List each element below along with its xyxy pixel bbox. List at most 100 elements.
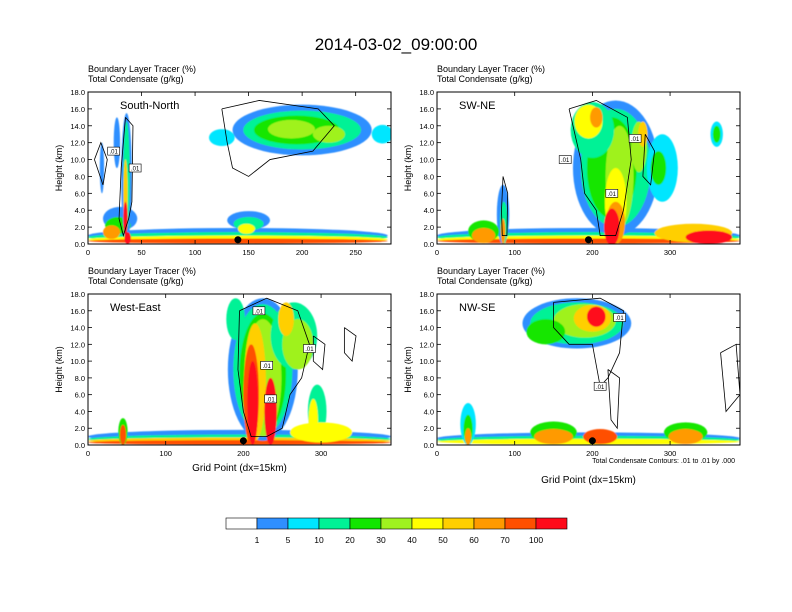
y-tick-label: 18.0	[419, 290, 434, 299]
panel-south-north: .01 .01 0.0 2.0 4.0 6.0 8.0 10.0 12.0 14.0 16.0 18.…	[54, 64, 392, 257]
y-tick-label: 2.0	[75, 223, 85, 232]
contour-line	[642, 134, 655, 186]
x-axis-label: Grid Point (dx=15km)	[541, 475, 636, 486]
colorbar: 1 5 10 20 30 40 50 60 70 100	[225, 517, 568, 545]
panel-title-line1: Boundary Layer Tracer (%)	[88, 64, 196, 74]
x-tick-label: 0	[86, 449, 90, 458]
panel-title-line2: Total Condensate (g/kg)	[437, 276, 533, 286]
heatmap-blob	[113, 117, 121, 168]
contour-label: .01	[255, 309, 264, 315]
heatmap-blob	[247, 361, 259, 445]
contour-label-box	[260, 361, 273, 370]
y-tick-label: 4.0	[75, 407, 85, 416]
contour-label-box	[303, 344, 316, 353]
colorbar-label: 20	[345, 535, 355, 545]
plot-frame	[436, 91, 741, 245]
x-tick-label: 100	[189, 248, 202, 257]
heatmap-blob	[500, 218, 506, 244]
heatmap-blob	[278, 302, 294, 336]
contour-line	[94, 141, 108, 186]
panel-title-line1: Boundary Layer Tracer (%)	[437, 64, 545, 74]
heatmap-blob	[290, 422, 353, 443]
colorbar-swatch	[411, 517, 444, 530]
colorbar-label: 1	[255, 535, 260, 545]
x-tick-label: 0	[435, 449, 439, 458]
figure-title: 2014-03-02_09:00:00	[315, 35, 478, 54]
colorbar-label: 50	[438, 535, 448, 545]
contour-label: .01	[305, 347, 314, 353]
y-axis-label: Height (km)	[54, 346, 64, 393]
y-tick-label: 0.0	[75, 240, 85, 249]
heatmap-blob	[526, 319, 566, 345]
y-tick-label: 14.0	[70, 324, 85, 333]
contour-line	[568, 100, 632, 236]
condensate-contours	[501, 100, 655, 236]
y-tick-label: 0.0	[424, 441, 434, 450]
y-tick-label: 4.0	[424, 206, 434, 215]
contour-label: .01	[561, 158, 570, 164]
panel-west-east: .01 .01 .01 .01 0.0 2.0 4.0 6.0 8.0 10.0 12.0 14.0 1…	[54, 266, 392, 474]
y-axis-label: Height (km)	[403, 346, 413, 393]
y-tick-label: 14.0	[70, 122, 85, 131]
y-tick-label: 18.0	[70, 290, 85, 299]
contour-label: .01	[596, 385, 605, 391]
colorbar-swatch	[473, 517, 506, 530]
y-tick-label: 8.0	[424, 172, 434, 181]
colorbar-label: 70	[500, 535, 510, 545]
panel-title-line2: Total Condensate (g/kg)	[88, 74, 184, 84]
x-tick-label: 300	[315, 449, 328, 458]
x-tick-label: 50	[137, 248, 145, 257]
colorbar-label: 60	[469, 535, 479, 545]
x-tick-label: 200	[586, 449, 599, 458]
panel-nw-se: .01 .01 0.0 2.0 4.0 6.0 8.0 10.0 12.0 14.0 16.0 18.…	[403, 266, 741, 486]
y-tick-label: 14.0	[419, 324, 434, 333]
heatmap-blob	[123, 201, 128, 236]
y-tick-label: 16.0	[419, 307, 434, 316]
panel-label: NW-SE	[459, 302, 495, 314]
y-tick-label: 0.0	[424, 240, 434, 249]
y-tick-label: 12.0	[70, 139, 85, 148]
contour-label: .01	[110, 150, 119, 156]
heatmap-field	[88, 104, 391, 244]
x-tick-label: 250	[349, 248, 362, 257]
panel-label: West-East	[110, 302, 161, 314]
contour-label-box	[628, 134, 642, 143]
y-tick-label: 16.0	[70, 105, 85, 114]
y-tick-label: 10.0	[70, 156, 85, 165]
y-tick-label: 18.0	[70, 88, 85, 97]
y-axis-label: Height (km)	[403, 145, 413, 192]
heatmap-blob	[590, 107, 603, 128]
heatmap-blob	[119, 424, 127, 445]
colorbar-swatch	[380, 517, 413, 530]
contour-line	[118, 117, 134, 238]
plot-frame	[436, 293, 741, 446]
contour-label-box	[252, 306, 266, 316]
x-tick-label: 300	[664, 449, 677, 458]
x-tick-label: 200	[237, 449, 250, 458]
colorbar-label: 10	[314, 535, 324, 545]
heatmap-blob	[371, 124, 391, 144]
plot-frame	[87, 293, 392, 446]
y-tick-label: 2.0	[424, 424, 434, 433]
y-tick-label: 6.0	[75, 189, 85, 198]
y-tick-label: 10.0	[419, 357, 434, 366]
contour-footnote: Total Condensate Contours: .01 to .01 by…	[592, 458, 735, 465]
x-axis-label: Grid Point (dx=15km)	[192, 463, 287, 474]
heatmap-field	[437, 298, 740, 445]
y-tick-label: 18.0	[419, 88, 434, 97]
y-axis-label: Height (km)	[54, 145, 64, 192]
y-tick-label: 12.0	[70, 340, 85, 349]
x-tick-label: 100	[159, 449, 172, 458]
colorbar-swatch	[225, 517, 258, 530]
y-tick-label: 16.0	[419, 105, 434, 114]
y-tick-label: 6.0	[424, 391, 434, 400]
x-tick-label: 300	[664, 248, 677, 257]
colorbar-swatch	[349, 517, 382, 530]
y-tick-label: 8.0	[75, 374, 85, 383]
colorbar-swatch	[287, 517, 320, 530]
panel-label: South-North	[120, 100, 179, 112]
heatmap-blob	[712, 125, 721, 143]
contour-line	[720, 343, 740, 413]
location-marker	[588, 437, 596, 445]
